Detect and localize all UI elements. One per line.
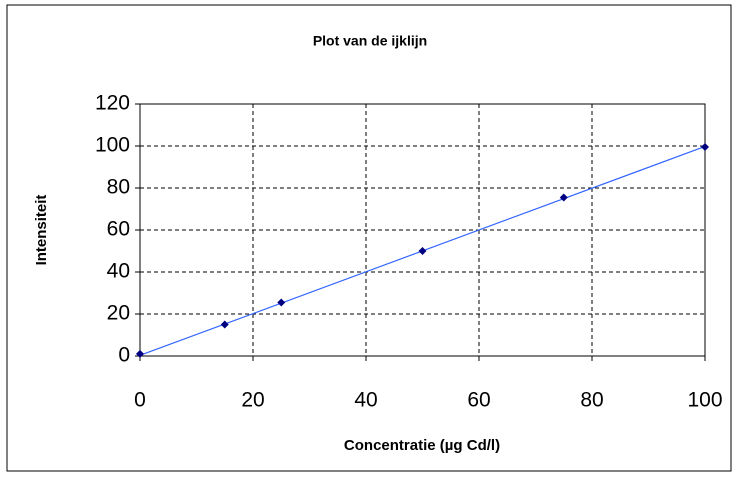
x-tick-label: 0 (134, 389, 146, 412)
data-point (701, 143, 709, 152)
x-tick-label: 20 (241, 389, 264, 412)
y-tick-label: 40 (107, 260, 130, 283)
chart-title: Plot van de ijklijn (313, 33, 427, 49)
y-tick-label: 60 (107, 218, 130, 241)
data-point (136, 349, 144, 358)
x-axis-title: Concentratie (µg Cd/l) (344, 437, 500, 454)
x-tick-label: 80 (580, 389, 603, 412)
y-tick-label: 120 (95, 92, 130, 115)
y-tick-label: 20 (107, 302, 130, 325)
x-tick-label: 40 (354, 389, 377, 412)
data-point (220, 320, 229, 329)
y-tick-label: 80 (107, 176, 130, 199)
y-axis-title: Intensiteit (33, 195, 50, 266)
data-point (418, 247, 427, 255)
data-point (559, 193, 568, 202)
x-tick-label: 60 (467, 389, 490, 412)
y-tick-label: 0 (118, 344, 130, 367)
data-point (277, 298, 286, 307)
x-tick-label: 100 (687, 389, 722, 412)
y-tick-label: 100 (95, 134, 130, 157)
